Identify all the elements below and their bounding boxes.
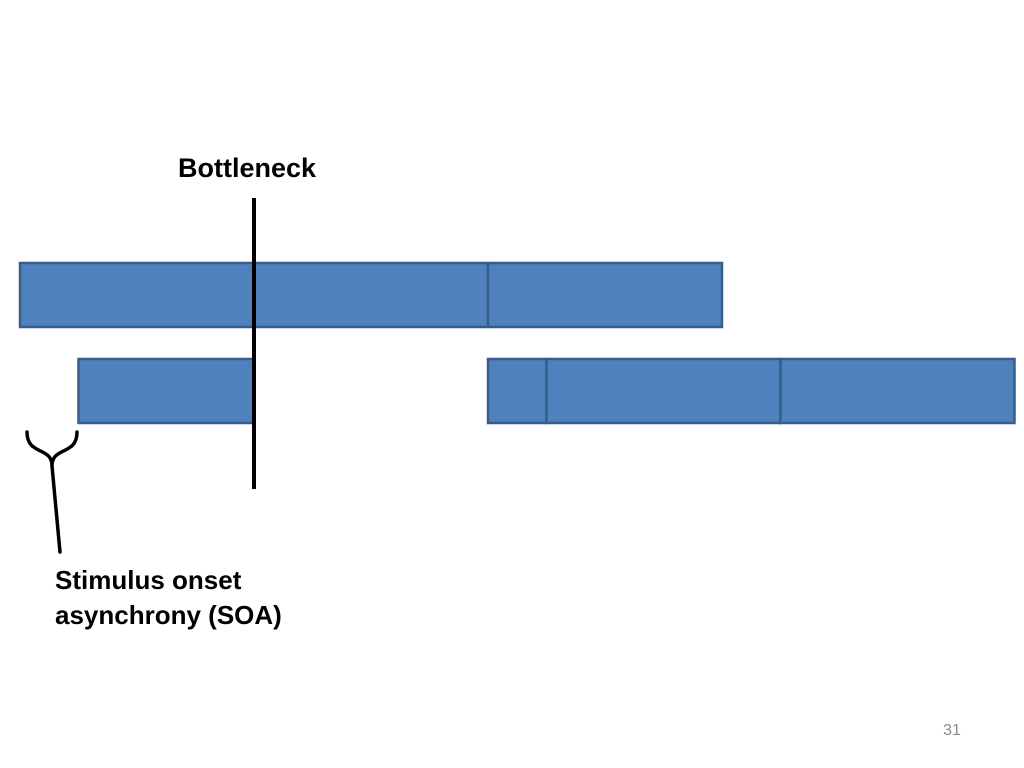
task-bars [18,261,1016,425]
task-2-stage-1 [77,357,256,425]
slide-number: 31 [943,722,961,739]
bottleneck-label: Bottleneck [178,153,317,183]
soa-brace-icon [25,430,79,554]
soa-label-line-2: asynchrony (SOA) [55,600,282,630]
task-2-stage-4 [779,357,1016,425]
task-1-stage-2 [486,261,724,329]
soa-label: Stimulus onset asynchrony (SOA) [55,563,282,633]
soa-label-line-1: Stimulus onset [55,565,242,595]
task-2-stage-3 [545,357,782,425]
task-2-stage-2 [486,357,548,425]
